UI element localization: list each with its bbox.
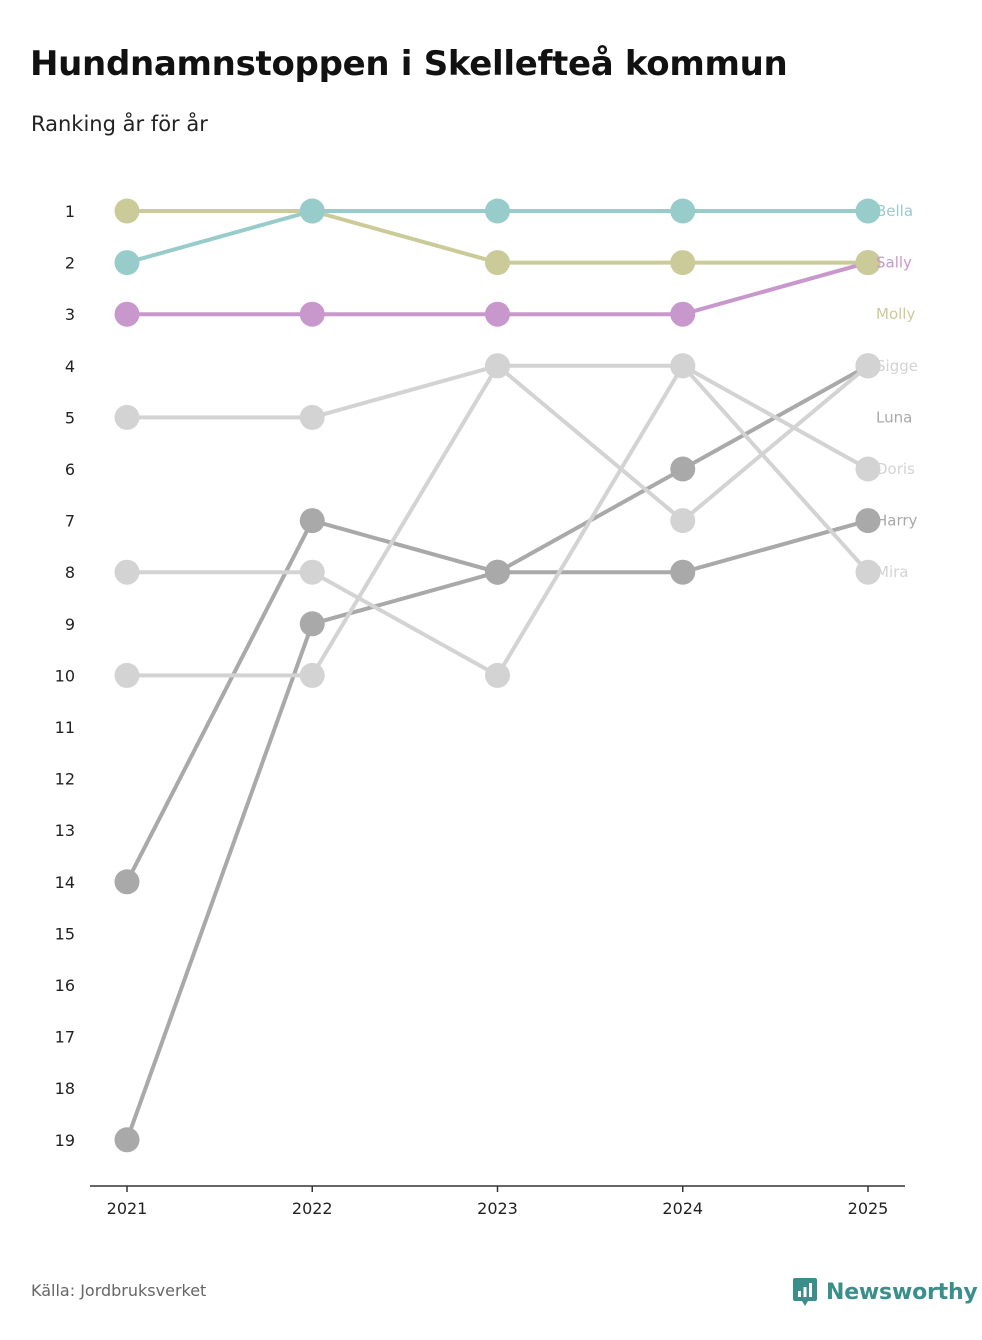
data-point-sigge — [485, 353, 510, 379]
data-point-mira — [299, 662, 325, 688]
data-point-harry — [114, 869, 140, 895]
series-label-luna: Luna — [876, 408, 912, 426]
data-point-doris — [855, 456, 881, 482]
data-point-bella — [485, 198, 510, 224]
x-tick-label: 2025 — [848, 1199, 889, 1218]
y-tick-label: 9 — [65, 615, 75, 634]
y-tick-label: 10 — [55, 666, 75, 685]
series-label-bella: Bella — [876, 202, 913, 220]
series-label-molly: Molly — [876, 305, 915, 323]
y-tick-label: 6 — [65, 460, 75, 479]
data-point-sigge — [299, 404, 325, 430]
data-point-bella — [670, 198, 696, 224]
data-point-harry — [670, 559, 696, 585]
y-tick-label: 16 — [55, 976, 75, 995]
data-point-mira — [114, 662, 140, 688]
brand-name: Newsworthy — [826, 1279, 978, 1305]
y-tick-label: 4 — [65, 357, 75, 376]
series-label-doris: Doris — [876, 460, 915, 478]
data-point-molly — [485, 250, 510, 276]
data-point-bella — [855, 198, 881, 224]
data-point-sally — [299, 301, 325, 327]
series-line-luna — [125, 364, 869, 1141]
series-label-sigge: Sigge — [876, 357, 918, 375]
y-tick-label: 17 — [55, 1028, 75, 1047]
data-point-bella — [114, 250, 140, 276]
source-note: Källa: Jordbruksverket — [31, 1281, 207, 1300]
data-point-mira — [855, 559, 881, 585]
data-point-molly — [114, 198, 140, 224]
series-line-doris — [127, 363, 869, 678]
data-point-sigge — [114, 404, 140, 430]
data-point-luna — [114, 1127, 140, 1153]
y-tick-label: 8 — [65, 563, 75, 582]
y-tick-label: 19 — [55, 1131, 75, 1150]
y-tick-label: 1 — [65, 202, 75, 221]
data-point-molly — [670, 250, 696, 276]
series-label-harry: Harry — [876, 512, 918, 530]
series-label-mira: Mira — [876, 563, 908, 581]
y-tick-label: 7 — [65, 512, 75, 531]
data-point-harry — [299, 508, 325, 534]
data-point-doris — [485, 662, 510, 688]
x-tick-label: 2023 — [477, 1199, 518, 1218]
data-point-harry — [855, 508, 881, 534]
data-point-sigge — [855, 353, 881, 379]
y-tick-label: 3 — [65, 305, 75, 324]
series-label-sally: Sally — [876, 254, 912, 272]
x-tick-label: 2024 — [662, 1199, 703, 1218]
y-tick-label: 2 — [65, 254, 75, 273]
data-point-luna — [670, 456, 696, 482]
data-point-molly — [855, 250, 881, 276]
y-tick-label: 14 — [55, 873, 75, 892]
data-point-luna — [299, 611, 325, 637]
x-tick-label: 2021 — [107, 1199, 148, 1218]
chart-title: Hundnamnstoppen i Skellefteå kommun — [30, 44, 788, 84]
data-point-doris — [299, 559, 325, 585]
data-point-luna — [485, 559, 510, 585]
data-point-sally — [114, 301, 140, 327]
y-tick-label: 12 — [55, 770, 75, 789]
data-point-doris — [114, 559, 140, 585]
newsworthy-icon — [793, 1278, 817, 1306]
series-line-sigge — [127, 363, 870, 523]
chart-subtitle: Ranking år för år — [31, 112, 208, 136]
data-point-doris — [670, 353, 696, 379]
series-line-mira — [127, 363, 870, 678]
y-tick-label: 15 — [55, 924, 75, 943]
data-point-sally — [670, 301, 696, 327]
y-tick-label: 11 — [55, 718, 75, 737]
data-point-sally — [485, 301, 510, 327]
data-point-bella — [299, 198, 325, 224]
y-tick-label: 18 — [55, 1079, 75, 1098]
data-point-sigge — [670, 508, 696, 534]
y-tick-label: 13 — [55, 821, 75, 840]
x-tick-label: 2022 — [292, 1199, 333, 1218]
y-tick-label: 5 — [65, 408, 75, 427]
newsworthy-logo: Newsworthy — [792, 1276, 978, 1308]
